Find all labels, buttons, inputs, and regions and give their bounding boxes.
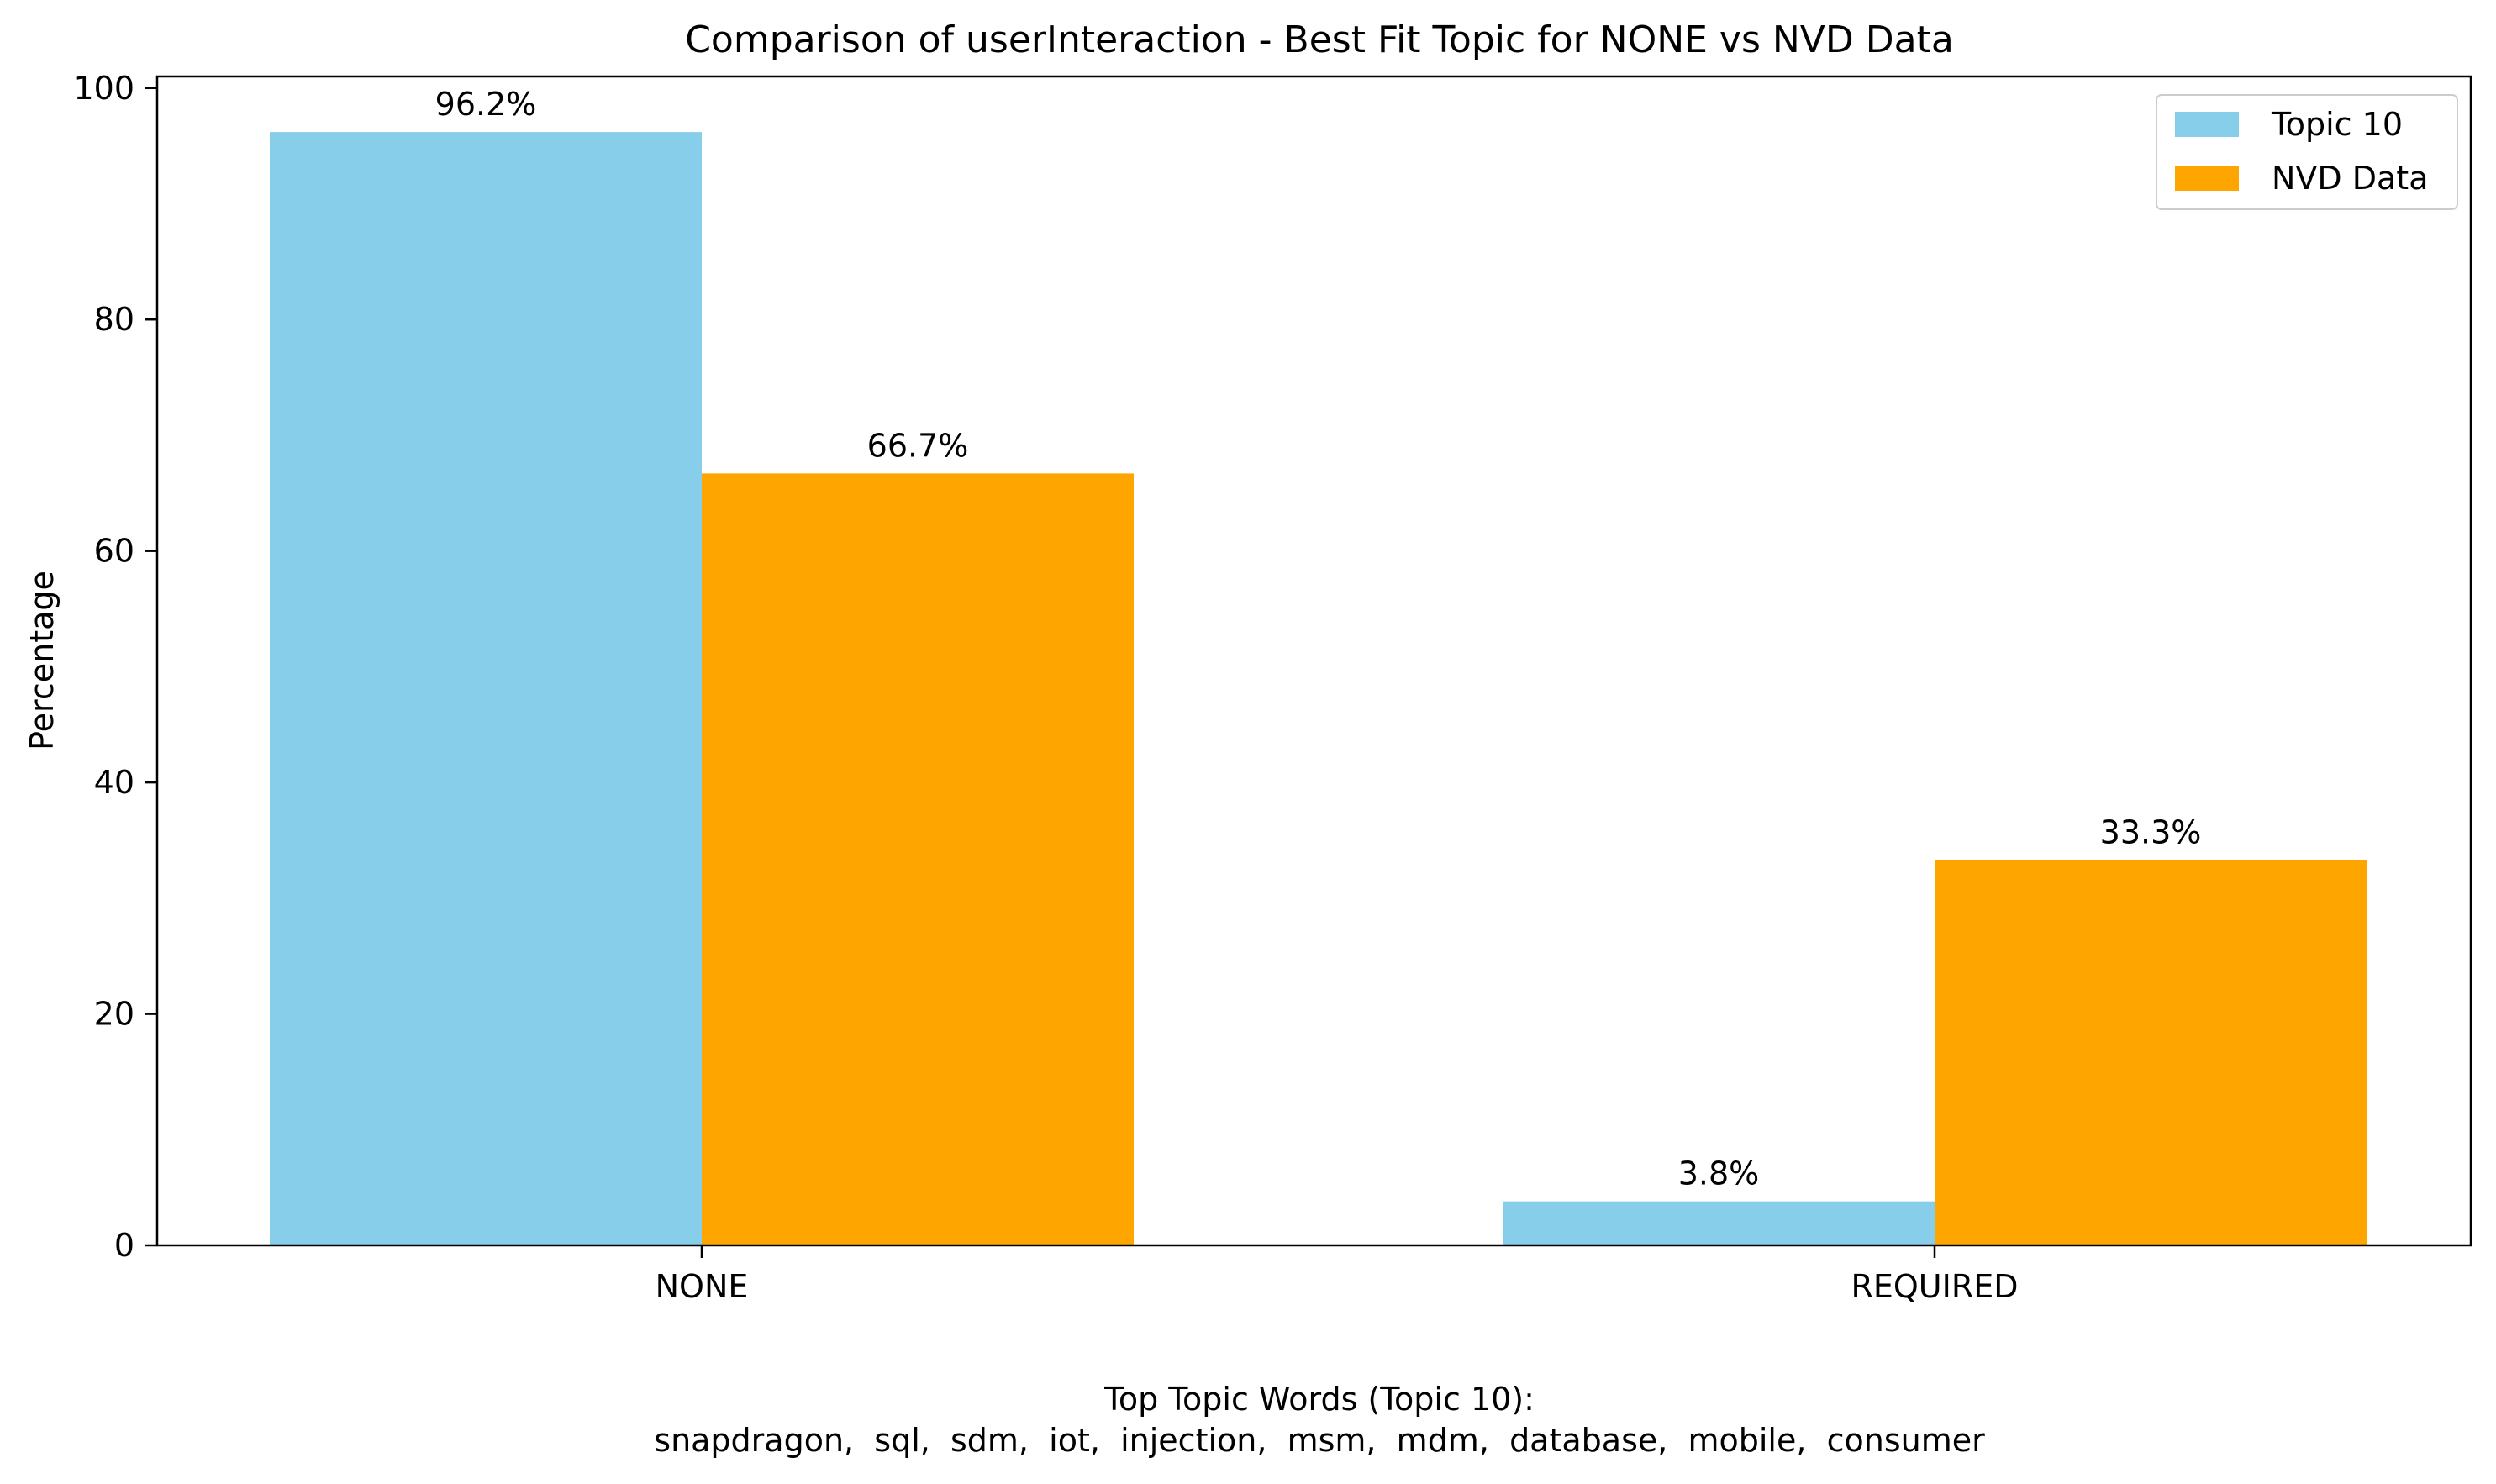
bar-none-series-1: [702, 473, 1134, 1245]
bar-required-series-1: [1935, 860, 2367, 1245]
bar-none-series-0: [270, 132, 702, 1245]
plot-frame: [155, 75, 2472, 1247]
y-tick-label: 40: [94, 764, 134, 801]
chart-title: Comparison of userInteraction - Best Fit…: [685, 18, 1954, 61]
footnote-topic-words: snapdragon, sql, sdm, iot, injection, ms…: [654, 1422, 1985, 1459]
y-axis: 0 20 40 60 80 100: [73, 70, 157, 1264]
bar-value-label: 66.7%: [867, 427, 969, 464]
y-tick-label: 80: [94, 301, 134, 338]
x-tick-label: NONE: [656, 1268, 749, 1305]
legend-swatch-topic: [2175, 112, 2239, 137]
y-tick-label: 0: [114, 1227, 134, 1264]
y-tick-label: 20: [94, 996, 134, 1033]
bar-value-label: 33.3%: [2100, 813, 2202, 850]
bar-value-label: 3.8%: [1678, 1155, 1760, 1192]
bar-required-series-0: [1503, 1201, 1935, 1245]
y-tick-label: 100: [73, 70, 134, 107]
legend-label-topic: Topic 10: [2271, 106, 2403, 143]
y-axis-label: Percentage: [24, 571, 61, 750]
legend-swatch-nvd: [2175, 166, 2239, 191]
footnote-heading: Top Topic Words (Topic 10):: [1103, 1381, 1535, 1418]
legend-label-nvd: NVD Data: [2272, 160, 2429, 197]
x-axis: NONE REQUIRED: [656, 1245, 2019, 1305]
x-tick-label: REQUIRED: [1851, 1268, 2018, 1305]
bars-layer: [270, 132, 2367, 1245]
bar-value-label: 96.2%: [435, 86, 537, 123]
bar-labels-layer: 96.2% 66.7% 3.8% 33.3%: [435, 86, 2202, 1192]
y-tick-label: 60: [94, 533, 134, 570]
legend: Topic 10 NVD Data: [2156, 94, 2458, 210]
